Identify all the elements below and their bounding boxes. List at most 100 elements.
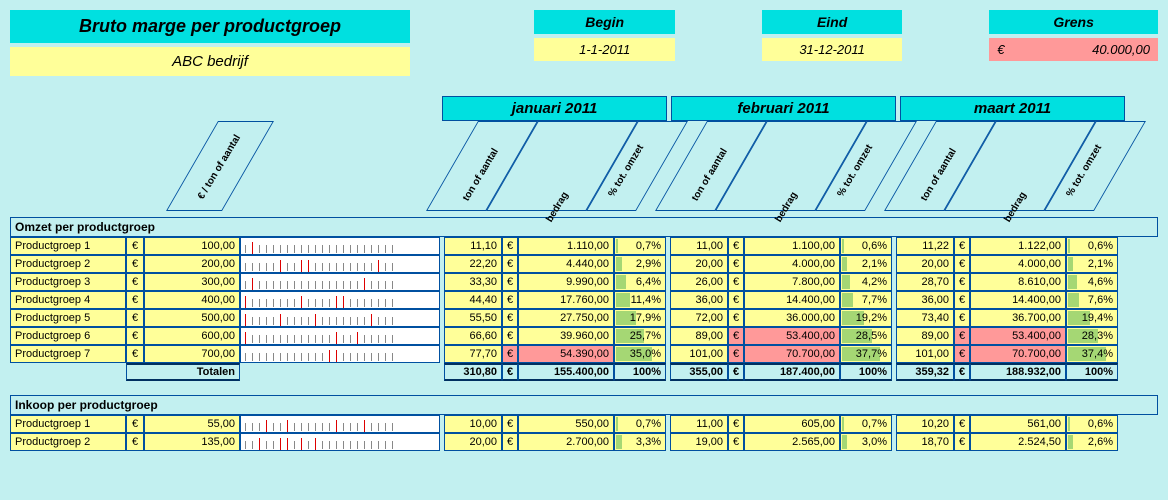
percent-cell: 4,2% <box>840 273 892 291</box>
percent-cell: 2,6% <box>1066 433 1118 451</box>
amount-cell: 4.440,00 <box>518 255 614 273</box>
percent-cell: 3,0% <box>840 433 892 451</box>
percent-cell: 35,0% <box>614 345 666 363</box>
amount-cell: 14.400,00 <box>744 291 840 309</box>
amount-cell: 70.700,00 <box>744 345 840 363</box>
percent-cell: 6,4% <box>614 273 666 291</box>
euro-symbol: € <box>728 433 744 451</box>
qty-cell: 77,70 <box>444 345 502 363</box>
euro-symbol: € <box>954 255 970 273</box>
table-row: Productgroep 1€100,0011,10€1.110,000,7%1… <box>10 237 1158 255</box>
month-label: maart 2011 <box>900 96 1125 121</box>
percent-cell: 0,7% <box>840 415 892 433</box>
qty-cell: 26,00 <box>670 273 728 291</box>
month-label: januari 2011 <box>442 96 667 121</box>
sparkline <box>240 255 440 273</box>
euro-symbol: € <box>954 327 970 345</box>
grens-group: Grens €40.000,00 <box>989 10 1158 61</box>
euro-symbol: € <box>954 273 970 291</box>
qty-cell: 36,00 <box>896 291 954 309</box>
grens-label: Grens <box>989 10 1158 34</box>
euro-symbol: € <box>954 291 970 309</box>
euro-symbol: € <box>728 363 744 381</box>
euro-symbol: € <box>126 273 144 291</box>
percent-cell: 2,9% <box>614 255 666 273</box>
percent-cell: 7,6% <box>1066 291 1118 309</box>
table-row: Productgroep 7€700,0077,70€54.390,0035,0… <box>10 345 1158 363</box>
amount-cell: 7.800,00 <box>744 273 840 291</box>
amount-cell: 550,00 <box>518 415 614 433</box>
company-name: ABC bedrijf <box>10 47 410 76</box>
sparkline <box>240 291 440 309</box>
total-percent: 100% <box>1066 363 1118 381</box>
amount-cell: 1.100,00 <box>744 237 840 255</box>
euro-symbol: € <box>502 255 518 273</box>
percent-cell: 0,7% <box>614 237 666 255</box>
amount-cell: 9.990,00 <box>518 273 614 291</box>
qty-cell: 10,00 <box>444 415 502 433</box>
percent-cell: 11,4% <box>614 291 666 309</box>
qty-cell: 10,20 <box>896 415 954 433</box>
qty-cell: 11,00 <box>670 237 728 255</box>
total-qty: 359,32 <box>896 363 954 381</box>
qty-cell: 44,40 <box>444 291 502 309</box>
amount-cell: 14.400,00 <box>970 291 1066 309</box>
euro-symbol: € <box>502 291 518 309</box>
unit-price: 500,00 <box>144 309 240 327</box>
percent-cell: 28,5% <box>840 327 892 345</box>
percent-cell: 25,7% <box>614 327 666 345</box>
total-qty: 355,00 <box>670 363 728 381</box>
amount-cell: 2.524,50 <box>970 433 1066 451</box>
total-qty: 310,80 <box>444 363 502 381</box>
begin-label: Begin <box>534 10 675 34</box>
sparkline <box>240 309 440 327</box>
product-name: Productgroep 3 <box>10 273 126 291</box>
euro-symbol: € <box>126 309 144 327</box>
percent-cell: 3,3% <box>614 433 666 451</box>
amount-cell: 2.700,00 <box>518 433 614 451</box>
percent-cell: 37,7% <box>840 345 892 363</box>
unit-price: 700,00 <box>144 345 240 363</box>
amount-cell: 54.390,00 <box>518 345 614 363</box>
begin-value: 1-1-2011 <box>534 38 675 61</box>
qty-cell: 20,00 <box>896 255 954 273</box>
euro-symbol: € <box>954 237 970 255</box>
euro-symbol: € <box>126 255 144 273</box>
euro-symbol: € <box>502 327 518 345</box>
amount-cell: 4.000,00 <box>744 255 840 273</box>
product-name: Productgroep 1 <box>10 415 126 433</box>
percent-cell: 19,2% <box>840 309 892 327</box>
sparkline <box>240 327 440 345</box>
qty-cell: 11,10 <box>444 237 502 255</box>
euro-symbol: € <box>502 345 518 363</box>
percent-cell: 17,9% <box>614 309 666 327</box>
qty-cell: 11,00 <box>670 415 728 433</box>
eind-value: 31-12-2011 <box>762 38 903 61</box>
section-title: Inkoop per productgroep <box>10 395 1158 415</box>
table-row: Productgroep 3€300,0033,30€9.990,006,4%2… <box>10 273 1158 291</box>
percent-cell: 0,6% <box>1066 415 1118 433</box>
unit-price: 300,00 <box>144 273 240 291</box>
qty-cell: 36,00 <box>670 291 728 309</box>
percent-cell: 0,6% <box>1066 237 1118 255</box>
amount-cell: 1.110,00 <box>518 237 614 255</box>
amount-cell: 17.760,00 <box>518 291 614 309</box>
euro-symbol: € <box>126 237 144 255</box>
totals-label: Totalen <box>126 363 240 381</box>
sparkline <box>240 237 440 255</box>
qty-cell: 20,00 <box>444 433 502 451</box>
begin-group: Begin 1-1-2011 <box>534 10 675 61</box>
unit-price: 200,00 <box>144 255 240 273</box>
section-title: Omzet per productgroep <box>10 217 1158 237</box>
euro-symbol: € <box>126 327 144 345</box>
amount-cell: 8.610,00 <box>970 273 1066 291</box>
amount-cell: 70.700,00 <box>970 345 1066 363</box>
qty-cell: 73,40 <box>896 309 954 327</box>
unit-price: 100,00 <box>144 237 240 255</box>
euro-symbol: € <box>502 415 518 433</box>
amount-cell: 53.400,00 <box>744 327 840 345</box>
euro-symbol: € <box>954 345 970 363</box>
sparkline <box>240 433 440 451</box>
qty-cell: 72,00 <box>670 309 728 327</box>
table-row: Productgroep 6€600,0066,60€39.960,0025,7… <box>10 327 1158 345</box>
